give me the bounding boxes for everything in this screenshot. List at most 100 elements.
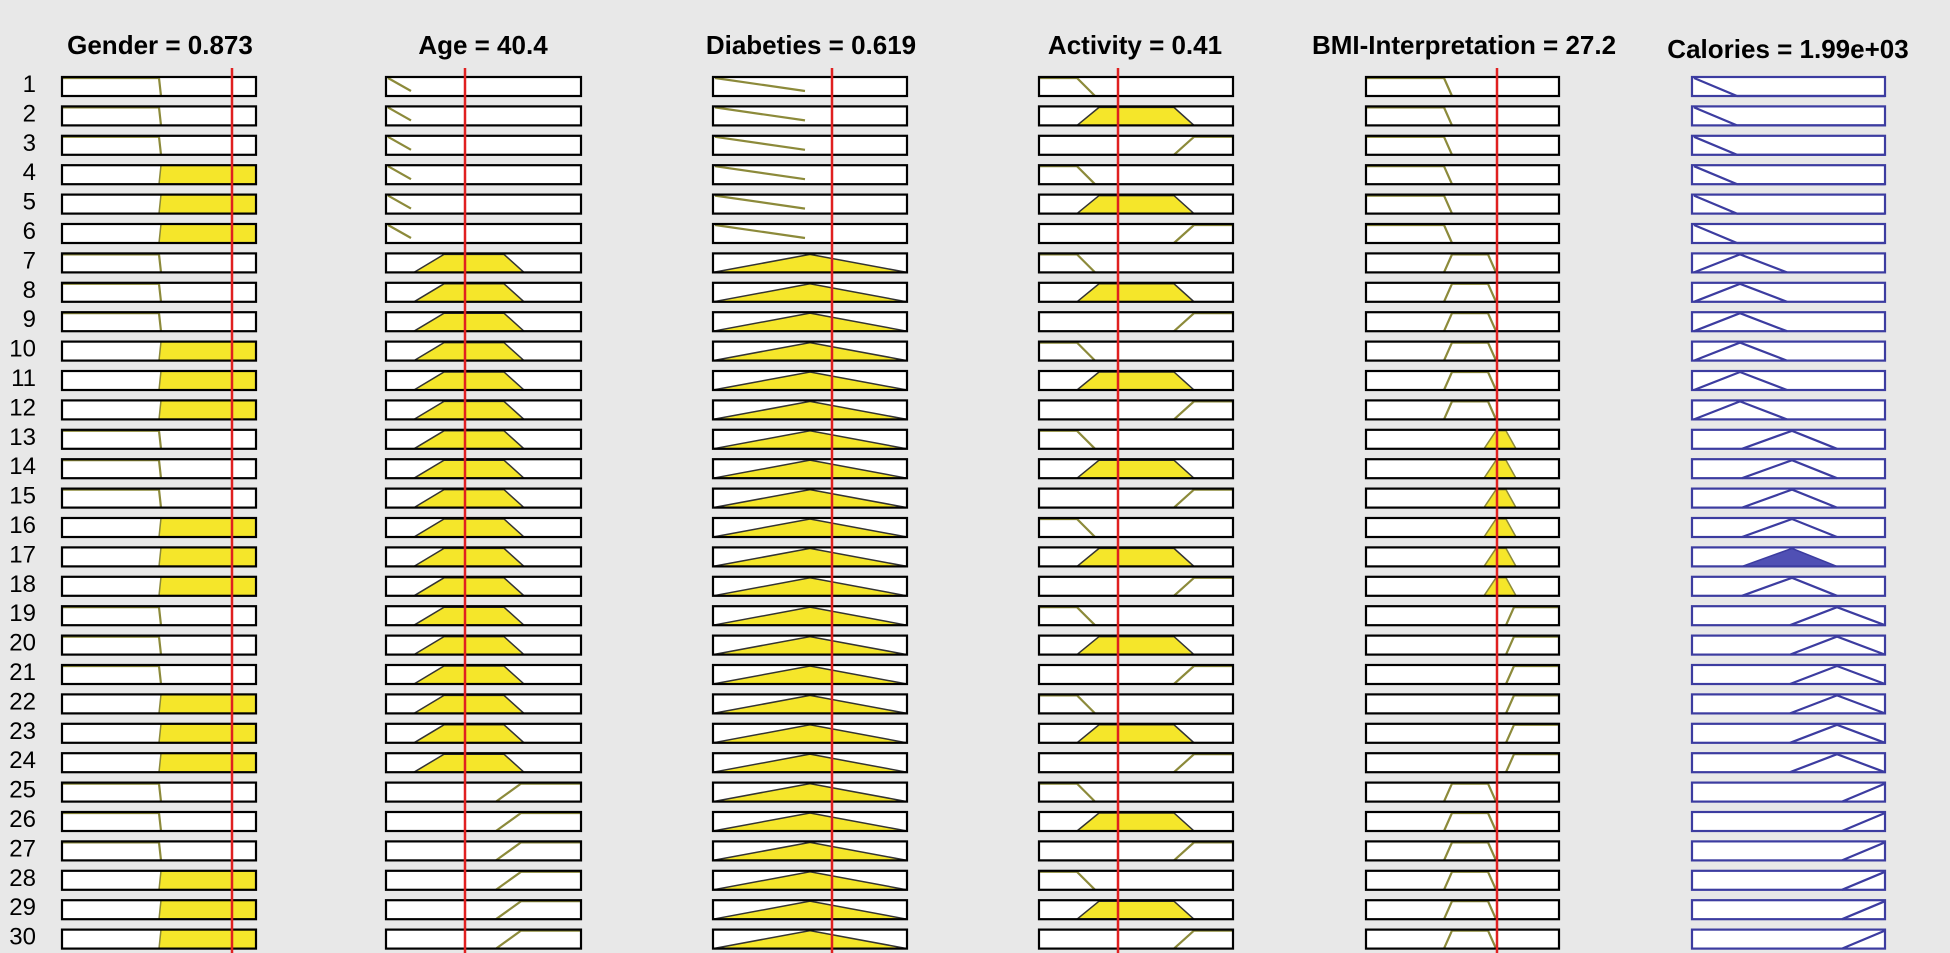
mf-cell-calories[interactable]	[1690, 810, 1887, 833]
mf-cell-activity[interactable]	[1037, 281, 1235, 303]
mf-cell-diabeties[interactable]	[711, 222, 909, 245]
mf-cell-activity[interactable]	[1037, 487, 1235, 509]
mf-cell-calories[interactable]	[1690, 134, 1887, 156]
mf-cell-age[interactable]	[384, 193, 583, 215]
mf-cell-gender[interactable]	[60, 252, 258, 274]
mf-cell-age[interactable]	[384, 869, 583, 891]
mf-cell-activity[interactable]	[1037, 663, 1235, 686]
mf-cell-age[interactable]	[384, 105, 583, 127]
mf-cell-activity[interactable]	[1037, 222, 1235, 245]
mf-cell-age[interactable]	[384, 928, 583, 950]
mf-cell-age[interactable]	[384, 634, 583, 656]
mf-cell-bmi-interpretation[interactable]	[1364, 928, 1561, 950]
mf-cell-calories[interactable]	[1690, 311, 1887, 333]
mf-cell-age[interactable]	[384, 252, 583, 274]
mf-cell-diabeties[interactable]	[711, 311, 909, 333]
mf-cell-bmi-interpretation[interactable]	[1364, 134, 1561, 156]
mf-cell-activity[interactable]	[1037, 105, 1235, 127]
mf-cell-calories[interactable]	[1690, 840, 1887, 862]
mf-cell-age[interactable]	[384, 781, 583, 803]
mf-cell-age[interactable]	[384, 340, 583, 362]
mf-cell-calories[interactable]	[1690, 516, 1887, 539]
mf-cell-bmi-interpretation[interactable]	[1364, 605, 1561, 627]
mf-cell-diabeties[interactable]	[711, 369, 909, 392]
mf-cell-activity[interactable]	[1037, 605, 1235, 627]
mf-cell-diabeties[interactable]	[711, 281, 909, 303]
mf-cell-bmi-interpretation[interactable]	[1364, 164, 1561, 186]
mf-cell-bmi-interpretation[interactable]	[1364, 281, 1561, 303]
mf-cell-activity[interactable]	[1037, 693, 1235, 715]
mf-cell-age[interactable]	[384, 75, 583, 98]
mf-cell-diabeties[interactable]	[711, 899, 909, 921]
mf-cell-activity[interactable]	[1037, 193, 1235, 215]
mf-cell-diabeties[interactable]	[711, 428, 909, 450]
mf-cell-diabeties[interactable]	[711, 164, 909, 186]
mf-cell-age[interactable]	[384, 663, 583, 686]
mf-cell-age[interactable]	[384, 311, 583, 333]
mf-cell-activity[interactable]	[1037, 752, 1235, 774]
mf-cell-calories[interactable]	[1690, 340, 1887, 362]
mf-cell-diabeties[interactable]	[711, 693, 909, 715]
mf-cell-bmi-interpretation[interactable]	[1364, 840, 1561, 862]
mf-cell-gender[interactable]	[60, 928, 258, 950]
mf-cell-age[interactable]	[384, 575, 583, 597]
mf-cell-diabeties[interactable]	[711, 516, 909, 539]
mf-cell-gender[interactable]	[60, 340, 258, 362]
mf-cell-calories[interactable]	[1690, 164, 1887, 186]
mf-cell-diabeties[interactable]	[711, 105, 909, 127]
mf-cell-diabeties[interactable]	[711, 487, 909, 509]
mf-cell-age[interactable]	[384, 164, 583, 186]
mf-cell-calories[interactable]	[1690, 281, 1887, 303]
mf-cell-activity[interactable]	[1037, 546, 1235, 568]
mf-cell-diabeties[interactable]	[711, 399, 909, 421]
mf-cell-age[interactable]	[384, 605, 583, 627]
mf-cell-age[interactable]	[384, 899, 583, 921]
mf-cell-gender[interactable]	[60, 810, 258, 833]
mf-cell-bmi-interpretation[interactable]	[1364, 311, 1561, 333]
mf-cell-calories[interactable]	[1690, 369, 1887, 392]
mf-cell-activity[interactable]	[1037, 134, 1235, 156]
mf-cell-diabeties[interactable]	[711, 840, 909, 862]
mf-cell-age[interactable]	[384, 516, 583, 539]
mf-cell-diabeties[interactable]	[711, 722, 909, 744]
mf-cell-activity[interactable]	[1037, 899, 1235, 921]
mf-cell-bmi-interpretation[interactable]	[1364, 663, 1561, 686]
mf-cell-gender[interactable]	[60, 634, 258, 656]
mf-cell-diabeties[interactable]	[711, 193, 909, 215]
mf-cell-bmi-interpretation[interactable]	[1364, 693, 1561, 715]
mf-cell-calories[interactable]	[1690, 781, 1887, 803]
mf-cell-age[interactable]	[384, 487, 583, 509]
mf-cell-activity[interactable]	[1037, 252, 1235, 274]
mf-cell-diabeties[interactable]	[711, 928, 909, 950]
mf-cell-bmi-interpretation[interactable]	[1364, 222, 1561, 245]
mf-cell-gender[interactable]	[60, 369, 258, 392]
mf-cell-calories[interactable]	[1690, 399, 1887, 421]
mf-cell-gender[interactable]	[60, 781, 258, 803]
mf-cell-age[interactable]	[384, 458, 583, 480]
mf-cell-gender[interactable]	[60, 487, 258, 509]
mf-cell-bmi-interpretation[interactable]	[1364, 781, 1561, 803]
mf-cell-calories[interactable]	[1690, 899, 1887, 921]
mf-cell-bmi-interpretation[interactable]	[1364, 546, 1561, 568]
mf-cell-age[interactable]	[384, 134, 583, 156]
mf-cell-diabeties[interactable]	[711, 134, 909, 156]
mf-cell-bmi-interpretation[interactable]	[1364, 252, 1561, 274]
mf-cell-age[interactable]	[384, 722, 583, 744]
mf-cell-activity[interactable]	[1037, 840, 1235, 862]
mf-cell-age[interactable]	[384, 281, 583, 303]
mf-cell-bmi-interpretation[interactable]	[1364, 340, 1561, 362]
mf-cell-calories[interactable]	[1690, 693, 1887, 715]
mf-cell-calories[interactable]	[1690, 575, 1887, 597]
mf-cell-activity[interactable]	[1037, 340, 1235, 362]
mf-cell-activity[interactable]	[1037, 311, 1235, 333]
mf-cell-diabeties[interactable]	[711, 752, 909, 774]
mf-cell-age[interactable]	[384, 428, 583, 450]
mf-cell-age[interactable]	[384, 546, 583, 568]
mf-cell-diabeties[interactable]	[711, 663, 909, 686]
mf-cell-calories[interactable]	[1690, 605, 1887, 627]
mf-cell-gender[interactable]	[60, 105, 258, 127]
mf-cell-calories[interactable]	[1690, 869, 1887, 891]
mf-cell-activity[interactable]	[1037, 634, 1235, 656]
mf-cell-activity[interactable]	[1037, 781, 1235, 803]
mf-cell-diabeties[interactable]	[711, 575, 909, 597]
